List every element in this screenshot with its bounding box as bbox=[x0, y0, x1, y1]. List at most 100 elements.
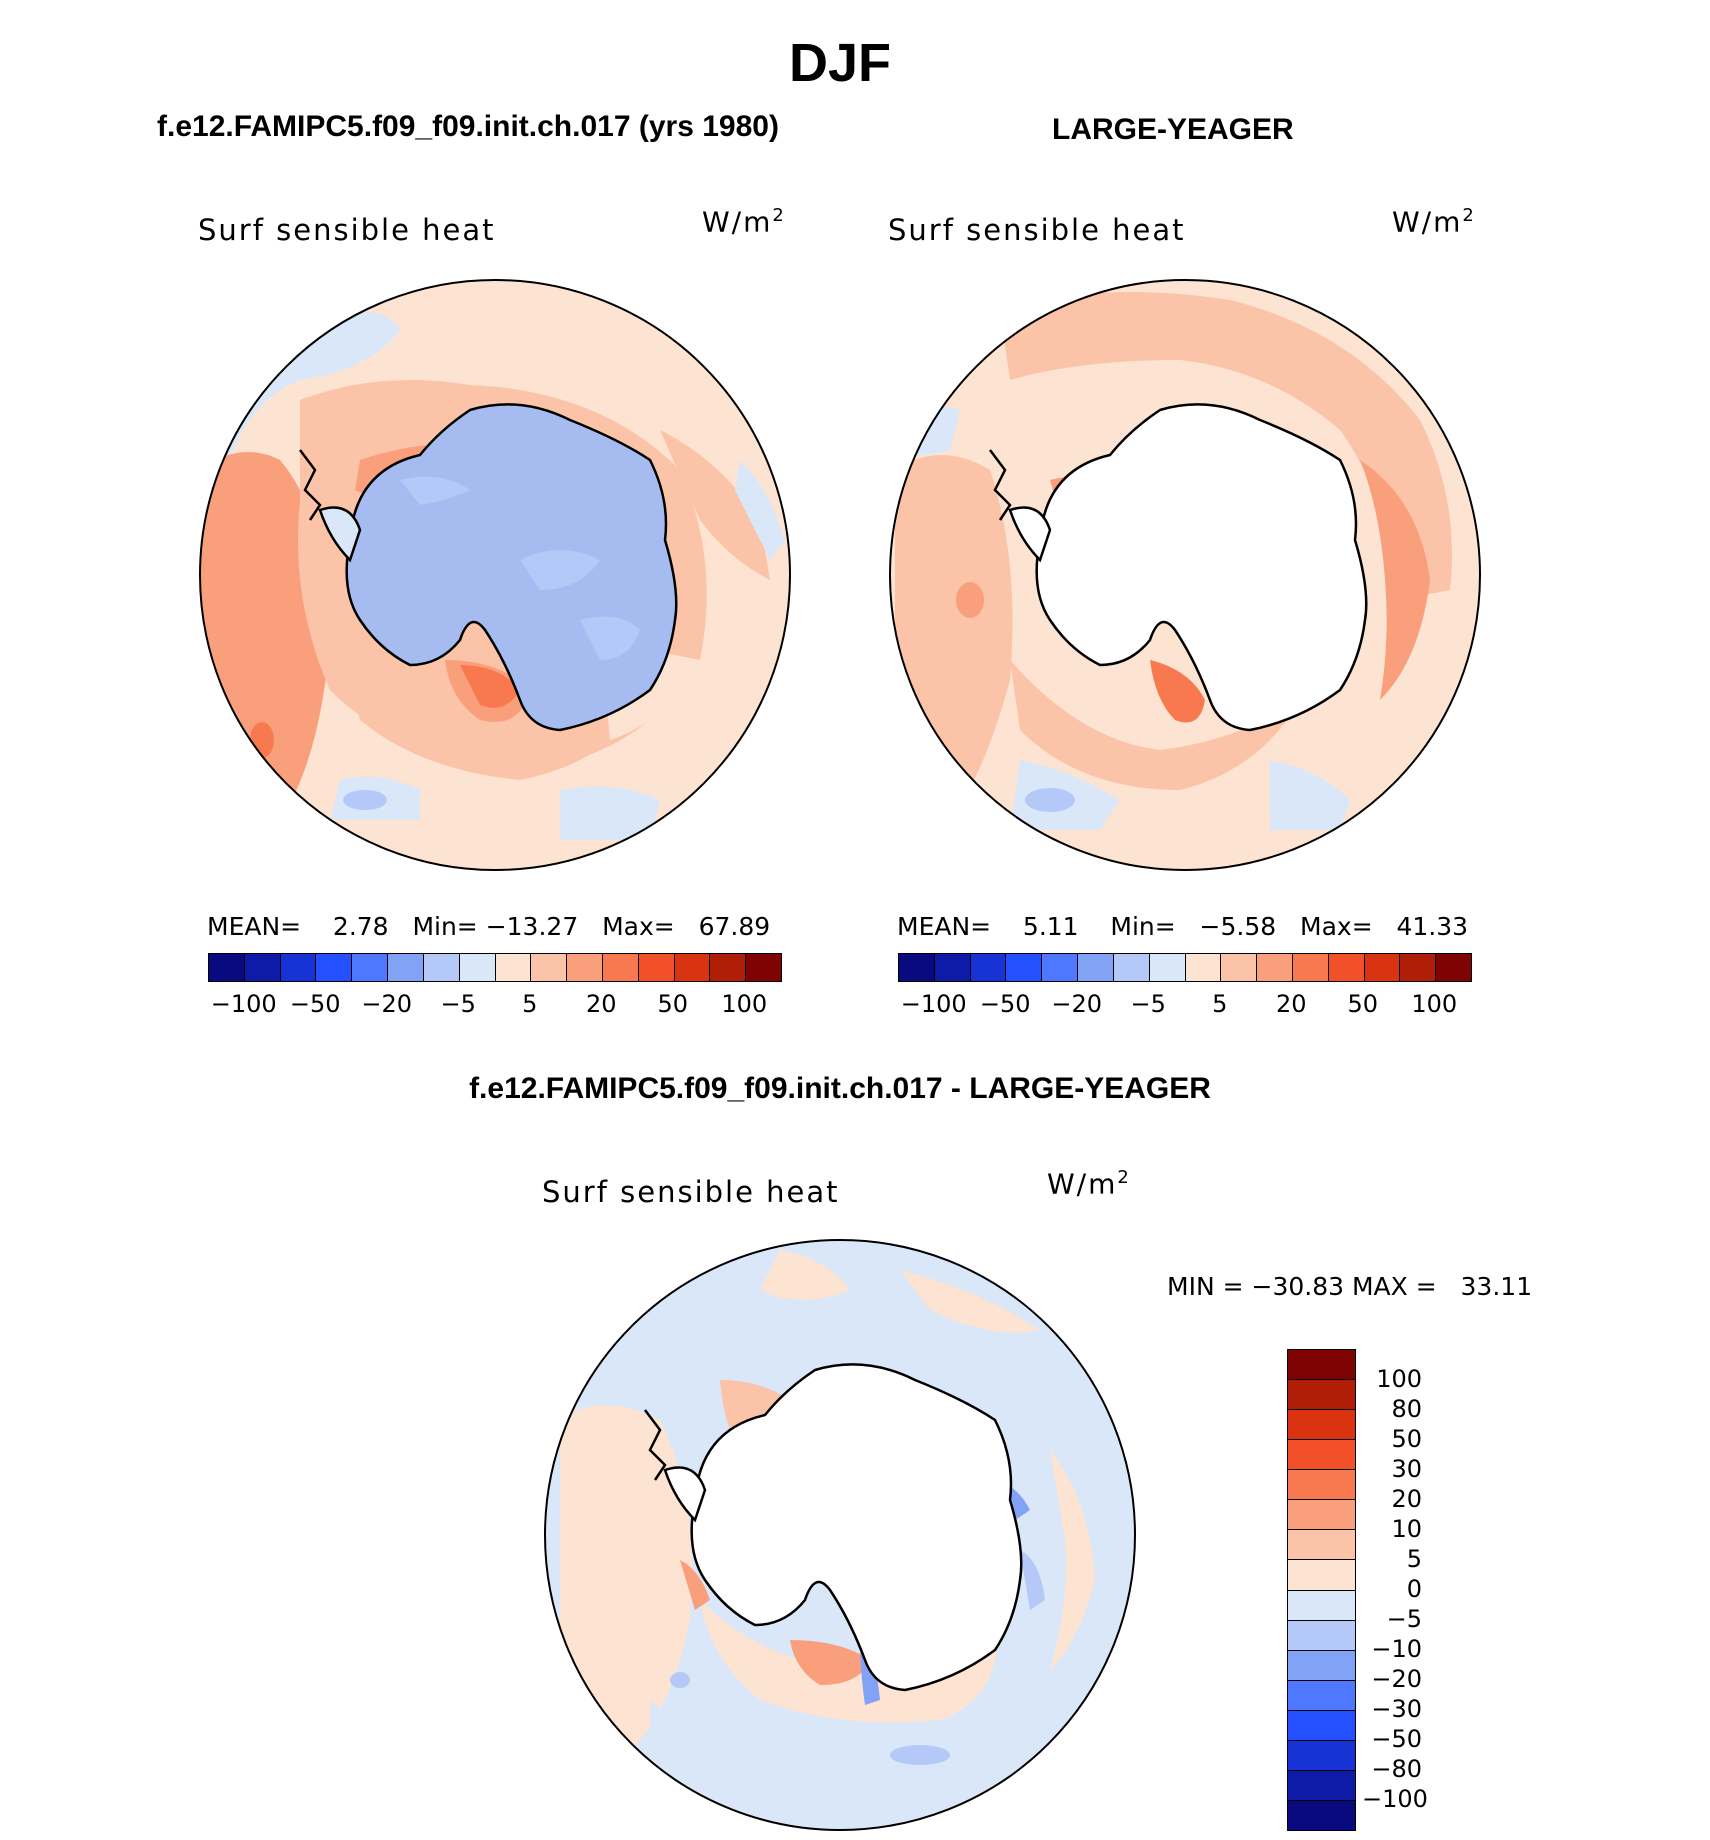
colorbar-tick-label: −50 bbox=[289, 990, 341, 1018]
colorbar-tick-label: −5 bbox=[1386, 1605, 1422, 1633]
colorbar-tick-label: 20 bbox=[585, 990, 617, 1018]
panel1-units: W/m2 bbox=[702, 205, 786, 239]
colorbar-tick-label: 100 bbox=[1376, 1365, 1422, 1393]
colorbar-swatch bbox=[1288, 1769, 1355, 1800]
panel1-contours bbox=[200, 280, 790, 870]
colorbar-tick-label: −5 bbox=[1130, 990, 1166, 1018]
colorbar-tick-label: −50 bbox=[1371, 1725, 1422, 1753]
panel2-ocean-fill bbox=[890, 280, 1480, 870]
colorbar-swatch bbox=[1288, 1379, 1355, 1410]
colorbar-swatch bbox=[899, 954, 934, 981]
colorbar-swatch bbox=[1288, 1679, 1355, 1710]
colorbar-tick-label: 20 bbox=[1391, 1485, 1422, 1513]
colorbar-swatch bbox=[387, 954, 423, 981]
colorbar-swatch bbox=[1288, 1469, 1355, 1500]
colorbar-tick-label: −5 bbox=[440, 990, 476, 1018]
colorbar-swatch bbox=[1288, 1529, 1355, 1560]
colorbar-swatch bbox=[530, 954, 567, 981]
colorbar-swatch bbox=[1041, 954, 1078, 981]
page-title: DJF bbox=[788, 33, 891, 93]
colorbar-swatch bbox=[637, 954, 674, 981]
panel3-units: W/m2 bbox=[1047, 1167, 1131, 1201]
colorbar-swatch bbox=[745, 954, 781, 981]
panel2-colorbar bbox=[898, 953, 1472, 982]
colorbar-swatch bbox=[1288, 1439, 1355, 1470]
colorbar-tick-label: 5 bbox=[1212, 990, 1228, 1018]
colorbar-swatch bbox=[1363, 954, 1400, 981]
colorbar-tick-label: −50 bbox=[979, 990, 1031, 1018]
colorbar-tick-label: 100 bbox=[721, 990, 768, 1018]
panel1-map-border bbox=[199, 279, 791, 871]
colorbar-swatch bbox=[1288, 1350, 1355, 1380]
colorbar-swatch bbox=[243, 954, 280, 981]
colorbar-tick-label: −10 bbox=[1371, 1635, 1422, 1663]
colorbar-swatch bbox=[1288, 1619, 1355, 1650]
colorbar-swatch bbox=[1256, 954, 1292, 981]
panel2-units: W/m2 bbox=[1392, 205, 1476, 239]
panel1-ocean-fill bbox=[200, 280, 790, 870]
panel1-variable-label: Surf sensible heat bbox=[198, 213, 496, 247]
colorbar-tick-label: 50 bbox=[1347, 990, 1379, 1018]
panel3-colorbar bbox=[1287, 1349, 1356, 1831]
colorbar-tick-label: −100 bbox=[1362, 1785, 1428, 1813]
colorbar-tick-label: −20 bbox=[1371, 1665, 1422, 1693]
colorbar-swatch bbox=[1327, 954, 1364, 981]
colorbar-tick-label: −80 bbox=[1371, 1755, 1422, 1783]
colorbar-swatch bbox=[969, 954, 1006, 981]
colorbar-tick-label: −100 bbox=[210, 990, 277, 1018]
colorbar-tick-label: 50 bbox=[657, 990, 689, 1018]
colorbar-swatch bbox=[1220, 954, 1257, 981]
panel1-stats: MEAN= 2.78 Min= −13.27 Max= 67.89 bbox=[207, 912, 771, 941]
colorbar-swatch bbox=[1288, 1649, 1355, 1680]
colorbar-swatch bbox=[1291, 954, 1328, 981]
colorbar-swatch bbox=[1288, 1709, 1355, 1740]
colorbar-tick-label: −30 bbox=[1371, 1695, 1422, 1723]
colorbar-tick-label: 100 bbox=[1411, 990, 1458, 1018]
panel1-colorbar-ticks: −100 −50 −20 −5 5 20 50 100 bbox=[208, 990, 780, 1020]
colorbar-swatch bbox=[1148, 954, 1185, 981]
colorbar-tick-label: −100 bbox=[900, 990, 967, 1018]
colorbar-tick-label: 5 bbox=[1406, 1545, 1422, 1573]
colorbar-swatch bbox=[1399, 954, 1436, 981]
colorbar-swatch bbox=[566, 954, 602, 981]
panel3-title: f.e12.FAMIPC5.f09_f09.init.ch.017 - LARG… bbox=[469, 1072, 1211, 1105]
colorbar-swatch bbox=[673, 954, 710, 981]
panel3-map-border bbox=[544, 1239, 1136, 1831]
colorbar-tick-label: −20 bbox=[361, 990, 413, 1018]
colorbar-tick-label: 50 bbox=[1391, 1425, 1422, 1453]
colorbar-tick-label: 10 bbox=[1391, 1515, 1422, 1543]
panel1-colorbar bbox=[208, 953, 782, 982]
panel2-map-border bbox=[889, 279, 1481, 871]
panel2-title: LARGE-YEAGER bbox=[1052, 113, 1294, 146]
colorbar-tick-label: −20 bbox=[1051, 990, 1103, 1018]
colorbar-tick-label: 20 bbox=[1275, 990, 1307, 1018]
panel3-stats: MIN = −30.83 MAX = 33.11 bbox=[1167, 1272, 1533, 1301]
colorbar-swatch bbox=[1435, 954, 1471, 981]
colorbar-swatch bbox=[494, 954, 531, 981]
colorbar-swatch bbox=[1077, 954, 1113, 981]
panel3-contours bbox=[545, 1240, 1135, 1830]
colorbar-swatch bbox=[1005, 954, 1042, 981]
colorbar-swatch bbox=[1288, 1499, 1355, 1530]
panel2-contours bbox=[890, 280, 1480, 870]
colorbar-swatch bbox=[209, 954, 244, 981]
colorbar-swatch bbox=[1288, 1589, 1355, 1620]
colorbar-swatch bbox=[933, 954, 970, 981]
panel1-title: f.e12.FAMIPC5.f09_f09.init.ch.017 (yrs 1… bbox=[157, 110, 779, 143]
colorbar-tick-label: 5 bbox=[522, 990, 538, 1018]
colorbar-swatch bbox=[351, 954, 388, 981]
colorbar-tick-label: 0 bbox=[1406, 1575, 1422, 1603]
colorbar-tick-label: 80 bbox=[1391, 1395, 1422, 1423]
colorbar-swatch bbox=[422, 954, 459, 981]
colorbar-swatch bbox=[709, 954, 746, 981]
panel3-colorbar-ticks: 100 80 50 30 20 10 5 0 −5 −10 −20 −30 −50 −80 −100 bbox=[1362, 1349, 1482, 1829]
panel2-variable-label: Surf sensible heat bbox=[888, 213, 1186, 247]
colorbar-swatch bbox=[1288, 1799, 1355, 1830]
colorbar-swatch bbox=[315, 954, 352, 981]
colorbar-swatch bbox=[458, 954, 495, 981]
colorbar-swatch bbox=[1184, 954, 1221, 981]
colorbar-swatch bbox=[601, 954, 638, 981]
colorbar-swatch bbox=[1288, 1739, 1355, 1770]
panel2-colorbar-ticks: −100 −50 −20 −5 5 20 50 100 bbox=[898, 990, 1470, 1020]
colorbar-tick-label: 30 bbox=[1391, 1455, 1422, 1483]
